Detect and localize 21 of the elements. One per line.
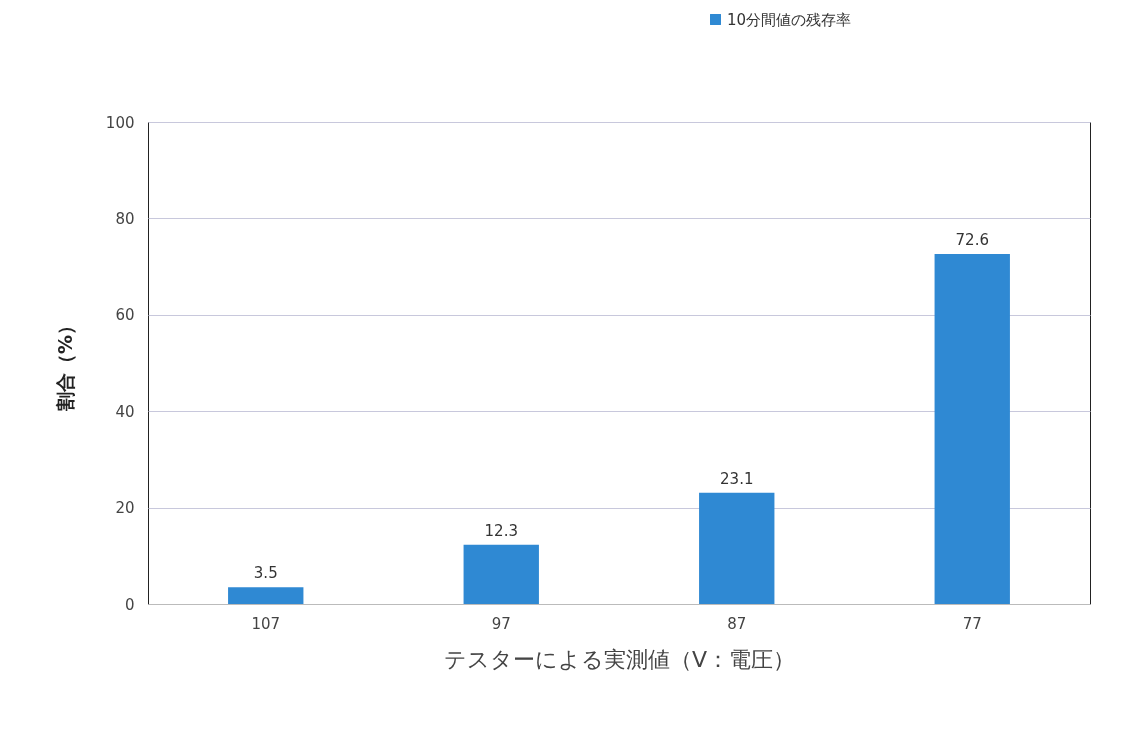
data-label: 23.1 bbox=[720, 469, 754, 488]
bar bbox=[463, 544, 539, 604]
y-tick-label: 80 bbox=[115, 209, 135, 228]
bar bbox=[228, 587, 304, 604]
data-label: 3.5 bbox=[253, 564, 278, 583]
y-tick-label: 20 bbox=[115, 499, 135, 518]
bar bbox=[699, 492, 775, 604]
x-tick-label: 77 bbox=[962, 614, 982, 633]
x-axis-title: テスターによる実測値（V：電圧） bbox=[443, 646, 796, 672]
y-tick-label: 0 bbox=[124, 595, 135, 614]
x-tick-label: 87 bbox=[727, 614, 747, 633]
bar bbox=[934, 254, 1010, 604]
x-tick-label: 107 bbox=[251, 614, 281, 633]
y-tick-label: 40 bbox=[115, 402, 135, 421]
x-tick-label: 97 bbox=[491, 614, 511, 633]
data-label: 72.6 bbox=[955, 231, 989, 250]
y-tick-label: 60 bbox=[115, 306, 135, 325]
y-axis-title: 割合（%） bbox=[53, 315, 76, 413]
y-tick-label: 100 bbox=[105, 113, 135, 132]
legend-label: 10分間値の残存率 bbox=[727, 10, 852, 29]
data-label: 12.3 bbox=[484, 521, 518, 540]
